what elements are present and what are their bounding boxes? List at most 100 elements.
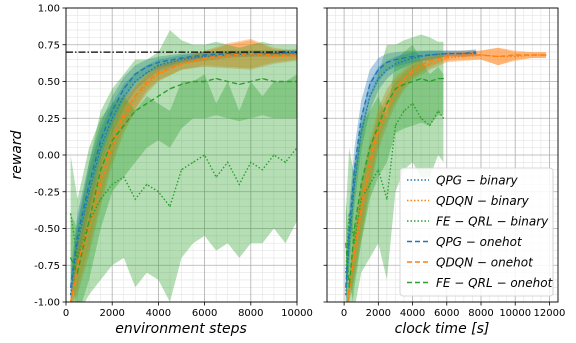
data-point — [204, 54, 206, 56]
data-point — [227, 55, 229, 58]
data-point — [463, 54, 465, 56]
data-point — [192, 80, 194, 83]
data-point — [369, 95, 371, 97]
data-point — [463, 52, 465, 55]
data-point — [446, 55, 448, 58]
data-point — [353, 249, 355, 252]
data-point — [403, 83, 405, 86]
legend-entry: FE − QRL − binary — [436, 215, 549, 229]
data-point — [403, 80, 405, 83]
data-point — [123, 176, 125, 178]
data-point — [369, 83, 371, 86]
data-point — [180, 169, 183, 171]
data-point — [345, 286, 347, 288]
data-point — [123, 88, 125, 90]
data-point — [88, 227, 90, 230]
y-tick-label: -1.00 — [34, 298, 60, 309]
data-point — [76, 257, 79, 259]
data-point — [437, 77, 439, 80]
x-tick-label: 12000 — [534, 308, 566, 319]
data-point — [88, 220, 90, 222]
data-point — [273, 52, 275, 55]
data-point — [369, 147, 371, 149]
data-point — [273, 55, 275, 58]
data-point — [100, 176, 102, 178]
data-point — [123, 125, 125, 127]
data-point — [514, 54, 516, 56]
y-tick-label: 0.25 — [38, 114, 60, 125]
data-point — [180, 57, 183, 59]
series-band-5 — [70, 30, 297, 302]
data-point — [261, 77, 263, 80]
data-point — [134, 95, 136, 97]
data-point — [123, 113, 125, 115]
data-point — [411, 69, 414, 71]
data-point — [76, 235, 79, 237]
data-point — [111, 147, 113, 149]
plot-area — [66, 30, 297, 302]
series-line-0 — [69, 52, 297, 295]
x-tick-label: 2000 — [366, 308, 391, 319]
series-band-2 — [70, 74, 297, 302]
data-point — [429, 125, 431, 127]
data-point — [146, 72, 148, 74]
data-point — [386, 61, 388, 63]
data-point — [227, 161, 229, 163]
data-point — [377, 77, 379, 80]
data-point — [70, 257, 72, 259]
data-point — [88, 183, 90, 185]
plot-area — [345, 34, 547, 302]
data-point — [369, 169, 371, 171]
data-point — [70, 213, 72, 215]
y-tick-label: -0.50 — [34, 224, 60, 235]
data-point — [345, 272, 347, 274]
y-tick-label: 1.00 — [38, 4, 60, 15]
data-point — [169, 205, 171, 208]
data-point — [360, 213, 362, 215]
data-point — [157, 61, 159, 63]
data-point — [227, 80, 229, 83]
data-point — [463, 55, 465, 58]
data-point — [70, 294, 72, 296]
data-point — [353, 183, 355, 185]
data-point — [146, 102, 148, 105]
data-point — [192, 161, 194, 163]
data-point — [284, 80, 287, 83]
data-point — [360, 117, 362, 119]
data-point — [429, 54, 431, 56]
y-tick-label: 0.50 — [38, 77, 60, 88]
data-point — [157, 191, 159, 193]
data-point — [204, 58, 206, 61]
data-point — [100, 147, 102, 149]
data-point — [394, 88, 397, 90]
data-point — [204, 154, 206, 156]
data-point — [146, 183, 148, 185]
x-axis-label-left: environment steps — [115, 321, 247, 337]
data-point — [369, 161, 371, 163]
series-line-5 — [345, 77, 444, 288]
data-point — [377, 132, 379, 134]
legend-entry: QDQN − binary — [436, 194, 530, 208]
data-point — [146, 83, 148, 86]
data-point — [88, 191, 90, 193]
data-point — [169, 88, 171, 90]
data-point — [146, 66, 148, 68]
data-point — [360, 132, 362, 134]
data-point — [134, 98, 136, 100]
data-point — [545, 54, 547, 56]
legend-entry: QPG − onehot — [436, 235, 523, 249]
x-tick-label: 0 — [341, 308, 347, 319]
data-point — [100, 183, 102, 185]
data-point — [403, 110, 405, 112]
data-point — [215, 176, 217, 178]
series-band-4 — [70, 38, 297, 302]
data-point — [111, 183, 113, 185]
x-tick-label: 10000 — [499, 308, 531, 319]
data-point — [250, 161, 252, 163]
data-point — [531, 54, 533, 56]
data-point — [429, 80, 431, 83]
data-point — [123, 117, 125, 119]
data-point — [100, 139, 102, 141]
legend-entry: QDQN − onehot — [436, 256, 534, 270]
